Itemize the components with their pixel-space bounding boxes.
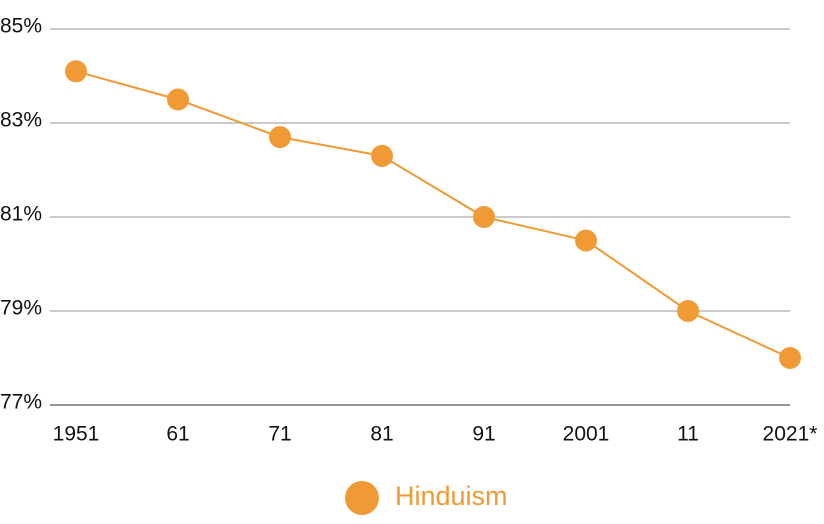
y-tick-label: 83% (0, 109, 42, 132)
point (269, 126, 291, 149)
x-tick-label: 61 (166, 423, 189, 446)
legend-label: Hinduism (395, 481, 508, 511)
x-tick-label: 2001 (563, 423, 610, 446)
point (371, 144, 393, 167)
x-tick-label: 11 (677, 423, 699, 446)
y-tick-label: 85% (0, 15, 42, 38)
point (473, 206, 495, 228)
y-tick-label: 81% (0, 203, 42, 226)
point (677, 300, 699, 322)
y-tick-label: 77% (0, 391, 42, 414)
x-tick-label: 1951 (53, 423, 100, 446)
legend-marker (345, 481, 379, 515)
x-tick-label: 2021* (763, 423, 818, 446)
line (75, 70, 791, 359)
point (779, 347, 801, 369)
x-tick-label: 91 (472, 423, 495, 446)
y-tick-label: 79% (0, 297, 42, 320)
point (65, 60, 87, 83)
x-tick-label: 71 (268, 423, 291, 446)
x-tick-label: 81 (370, 423, 393, 446)
point (575, 229, 597, 252)
point (167, 88, 189, 111)
